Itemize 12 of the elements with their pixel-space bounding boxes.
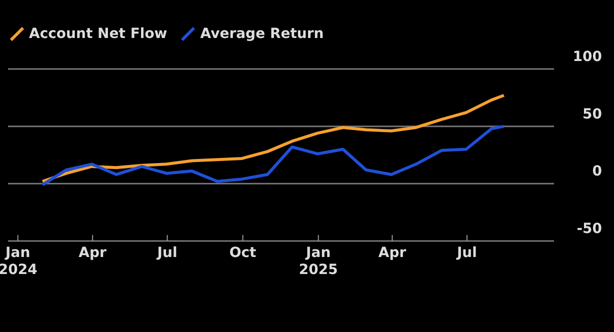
y-tick-label: 50	[582, 106, 602, 122]
x-tick-label: Jul	[156, 245, 178, 261]
legend-label: Average Return	[199, 26, 324, 42]
x-tick-label: Apr	[378, 245, 406, 261]
y-tick-label: 100	[572, 49, 602, 65]
x-tick-label: Jan 2025	[298, 245, 338, 278]
x-tick-label: Jul	[456, 245, 477, 261]
x-tick-label: Apr	[78, 245, 107, 261]
y-tick-label: 0	[592, 164, 602, 180]
y-tick-label: -50	[576, 221, 602, 237]
legend-label: Account Net Flow	[28, 26, 168, 42]
x-tick-label: Oct	[229, 245, 257, 261]
